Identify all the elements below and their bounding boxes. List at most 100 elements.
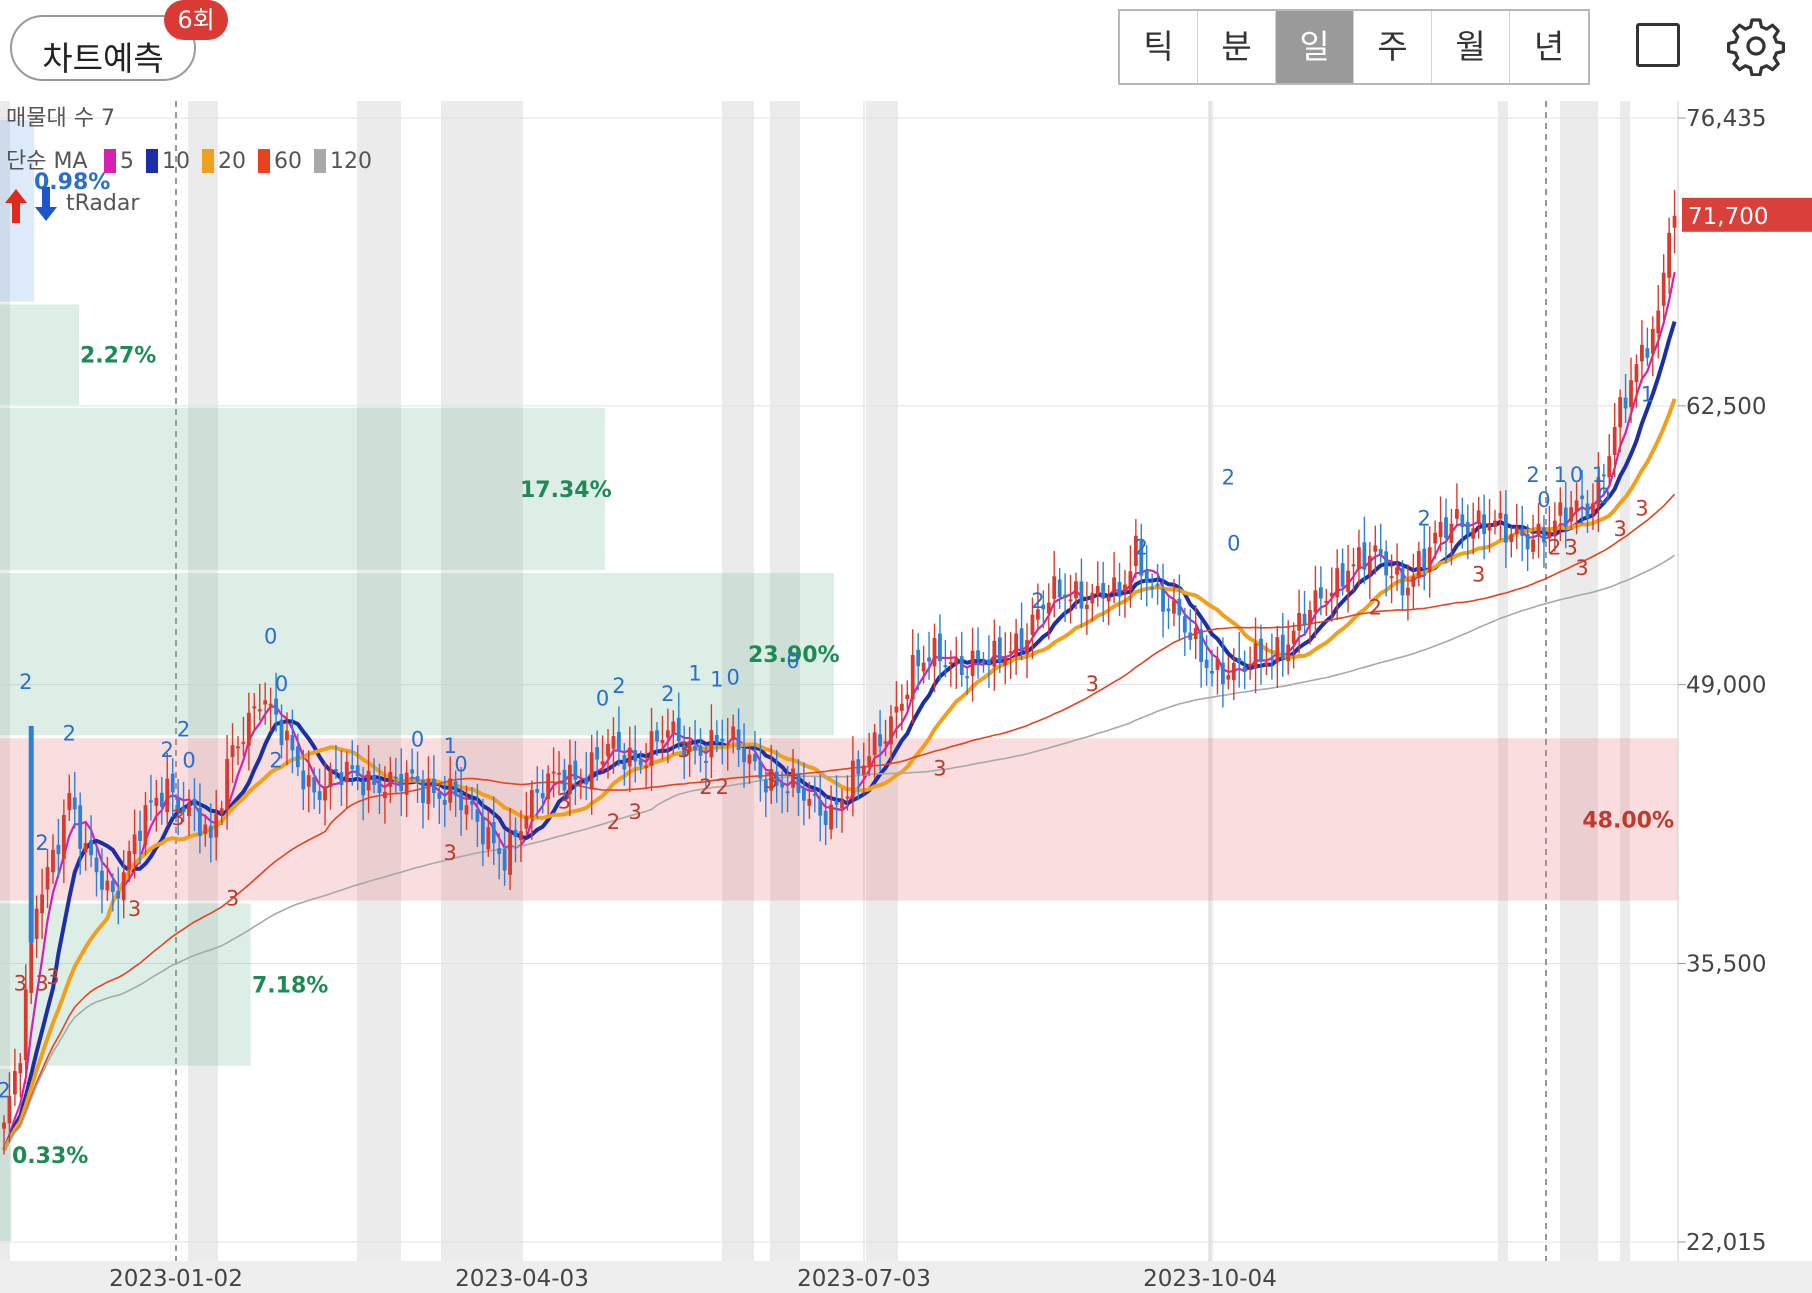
candle-body: [676, 717, 681, 742]
candle-body: [241, 741, 246, 744]
tab-month[interactable]: 월: [1432, 11, 1510, 83]
candle-body: [2, 1122, 6, 1129]
candle-body: [1438, 521, 1443, 537]
candle-body: [954, 658, 959, 665]
candle-body: [1161, 588, 1165, 612]
candle-body: [1569, 507, 1574, 522]
volume-profile-bar: [0, 573, 834, 736]
volume-profile-pct: 7.18%: [252, 974, 328, 999]
candle-body: [606, 743, 610, 757]
tab-minute[interactable]: 분: [1198, 11, 1276, 83]
candle-body: [165, 778, 170, 813]
signal-label: 2: [35, 831, 48, 855]
candle-body: [1618, 397, 1623, 428]
candle-body: [1558, 502, 1563, 516]
candle-body: [132, 834, 137, 855]
candle-body: [1068, 599, 1073, 602]
candle-body: [1667, 232, 1672, 278]
candle-body: [774, 771, 779, 786]
candle-body: [279, 719, 284, 746]
signal-label: 3: [444, 841, 457, 865]
candle-body: [192, 798, 197, 806]
signal-label: 2: [1222, 465, 1235, 489]
candle-body: [1041, 604, 1046, 610]
candle-body: [1525, 534, 1530, 550]
candle-body: [475, 809, 480, 822]
tab-week[interactable]: 주: [1354, 11, 1432, 83]
candle-body: [431, 778, 436, 794]
candle-body: [943, 665, 948, 668]
signal-label: 3: [35, 971, 48, 995]
candle-body: [1389, 576, 1394, 579]
tab-year[interactable]: 년: [1533, 27, 1565, 66]
candle-body: [1123, 584, 1127, 592]
candle-body: [1351, 564, 1356, 567]
ma-legend-period: 20: [218, 149, 246, 174]
shaded-period: [441, 101, 521, 1261]
candle-body: [246, 712, 251, 746]
candle-body: [1612, 427, 1617, 455]
candle-body: [1640, 344, 1644, 362]
candle-body: [45, 867, 50, 890]
gear-icon[interactable]: [1726, 16, 1786, 76]
candle-body: [1416, 551, 1421, 579]
candle-body: [1406, 587, 1410, 596]
candle-body: [519, 831, 523, 841]
volume-profile: 0.98%2.27%17.34%23.90%48.00%7.18%0.33%: [0, 120, 1678, 1241]
candle-body: [252, 706, 257, 709]
candle-body: [1411, 576, 1416, 587]
tab-day[interactable]: 일: [1276, 11, 1354, 83]
candle-body: [992, 640, 997, 667]
candle-body: [856, 759, 861, 775]
candle-body: [181, 807, 186, 812]
candle-body: [263, 700, 268, 705]
candle-body: [742, 747, 746, 763]
candle-body: [257, 709, 262, 712]
ma-legend-swatch: [104, 149, 116, 173]
candle-body: [1378, 548, 1383, 555]
candle-body: [453, 781, 458, 796]
candle-body: [638, 759, 643, 766]
candle-body: [138, 830, 142, 841]
candle-body: [1362, 542, 1367, 570]
signal-label: 3: [1086, 672, 1099, 696]
candle-body: [1215, 658, 1220, 670]
candle-body: [1112, 577, 1116, 593]
candle-body: [1444, 517, 1448, 539]
signal-label: 1: [1592, 463, 1605, 487]
shaded-period: [1560, 101, 1598, 1261]
candle-body: [1264, 662, 1269, 666]
square-icon[interactable]: [1636, 23, 1680, 67]
candle-body: [404, 772, 409, 795]
candle-body: [1476, 510, 1481, 524]
candle-body: [67, 792, 72, 811]
candle-body: [508, 833, 512, 875]
candle-body: [334, 769, 338, 772]
tab-tick[interactable]: 틱: [1120, 11, 1198, 83]
shaded-period: [0, 101, 10, 1261]
shaded-period: [188, 101, 218, 1261]
candle-body: [1308, 609, 1312, 624]
candle-body: [1601, 474, 1606, 477]
current-price-label: 71,700: [1688, 204, 1768, 230]
candle-body: [698, 745, 703, 756]
signal-label: 2: [607, 810, 620, 834]
candle-body: [470, 800, 474, 805]
candle-body: [464, 805, 469, 815]
candle-body: [529, 789, 534, 819]
candle-body: [557, 772, 561, 775]
ma-legend-label: 단순 MA: [6, 149, 88, 174]
candle-body: [28, 725, 34, 943]
signal-label: 1: [710, 668, 723, 692]
signal-label: 2: [161, 738, 174, 762]
signal-label: 3: [933, 757, 946, 781]
candle-body: [1465, 522, 1470, 534]
candles: [2, 189, 1677, 1155]
candle-body: [1591, 503, 1595, 515]
candle-body: [459, 791, 463, 811]
candle-body: [301, 770, 306, 790]
price-chart[interactable]: 0.98%2.27%17.34%23.90%48.00%7.18%0.33% 2…: [0, 101, 1812, 1293]
candle-body: [861, 765, 866, 775]
candle-body: [1645, 348, 1650, 358]
